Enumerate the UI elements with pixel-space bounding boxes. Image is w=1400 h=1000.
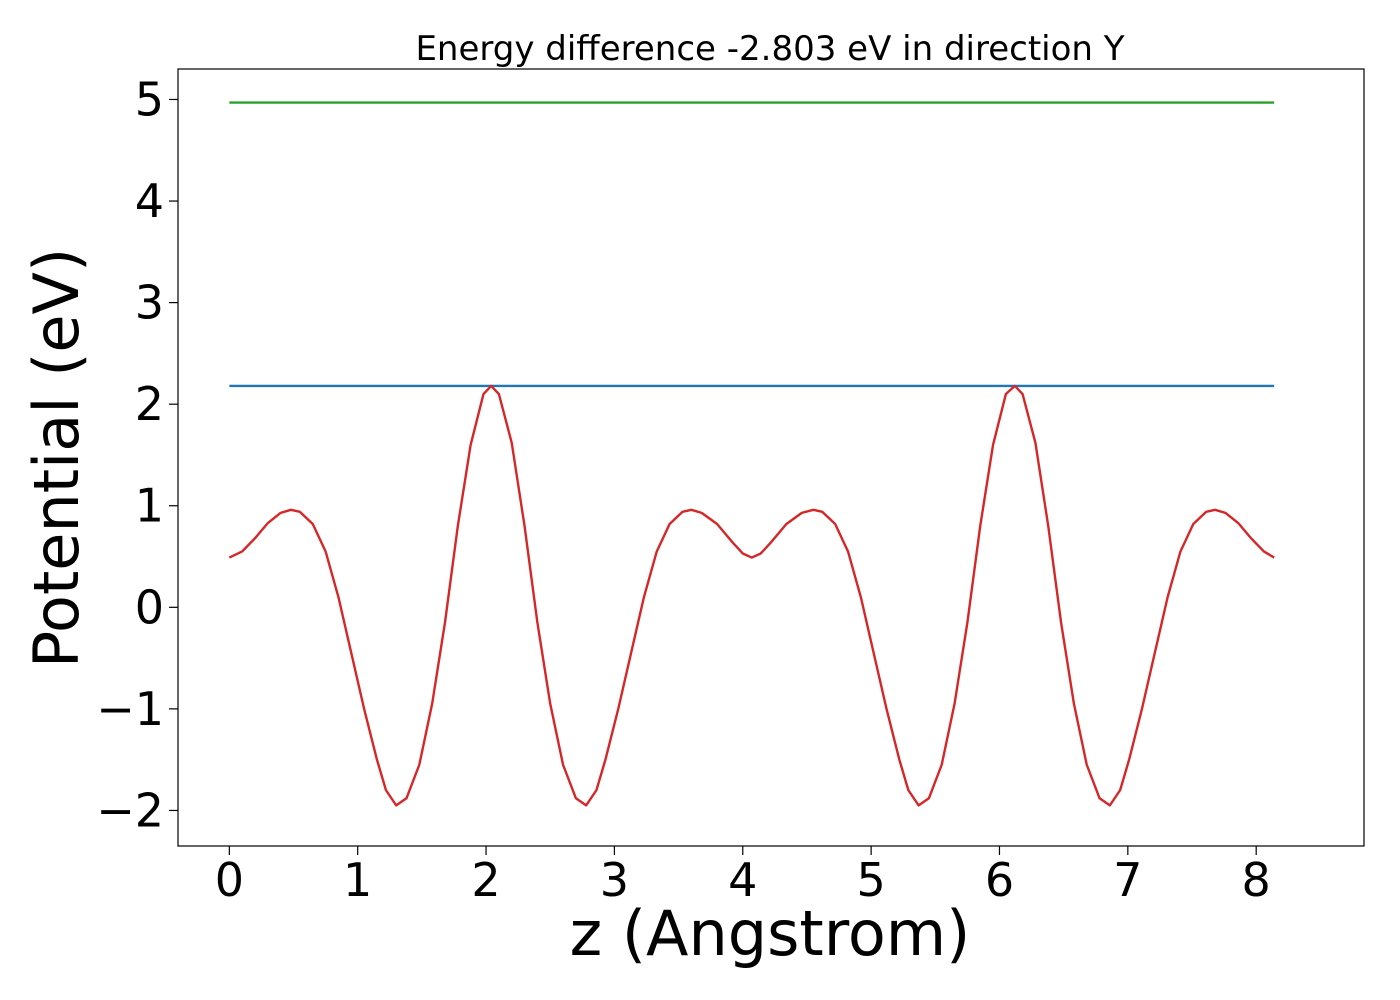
y-tick-label: 0: [135, 580, 164, 634]
series-line-3: [228, 384, 1275, 807]
x-tick-label: 1: [343, 853, 372, 907]
chart-title: Energy difference -2.803 eV in direction…: [415, 29, 1124, 69]
x-tick-label: 3: [600, 853, 629, 907]
x-tick-label: 8: [1242, 853, 1271, 907]
x-axis: 0 1 2 3 4 5 6 7 8: [215, 846, 1271, 907]
y-axis-label: Potential (eV): [20, 248, 93, 668]
y-axis: −2 −1 0 1 2 3 4 5: [96, 72, 178, 837]
y-tick-label: −2: [96, 783, 164, 837]
x-tick-label: 4: [728, 853, 757, 907]
y-tick-label: −1: [96, 682, 164, 736]
x-tick-label: 2: [471, 853, 500, 907]
y-tick-label: 4: [135, 174, 164, 228]
plot-frame: [177, 68, 1365, 847]
y-tick-label: 1: [135, 479, 164, 533]
x-tick-label: 6: [985, 853, 1014, 907]
series-layer: [228, 101, 1275, 807]
y-tick-label: 5: [135, 72, 164, 126]
x-tick-label: 7: [1113, 853, 1142, 907]
x-axis-label: z (Angstrom): [570, 897, 971, 970]
y-tick-label: 2: [135, 377, 164, 431]
x-tick-label: 0: [215, 853, 244, 907]
y-tick-label: 3: [135, 276, 164, 330]
x-tick-label: 5: [856, 853, 885, 907]
